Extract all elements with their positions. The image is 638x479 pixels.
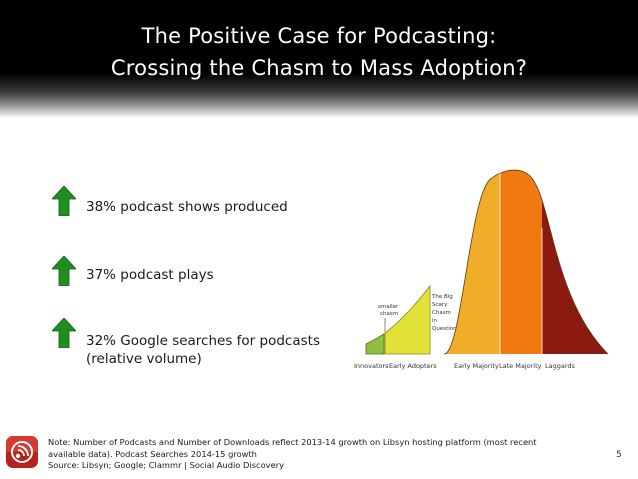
smaller-chasm-label: chasm <box>380 311 398 317</box>
big-chasm-label: Scary <box>432 302 448 308</box>
segment-label: Early Majority <box>454 362 499 370</box>
segment-label: Innovators <box>354 362 389 370</box>
rss-podcast-icon <box>6 436 38 468</box>
bullet-line: 32% Google searches for podcasts <box>86 333 320 349</box>
up-arrow-icon <box>52 186 76 216</box>
segment-laggards <box>542 170 608 355</box>
adoption-curve-chart: smaller chasm The Big Scary Chasm in Que… <box>354 169 609 370</box>
bullet-text: 38% podcast shows produced <box>86 198 288 216</box>
bullet-line: 38% podcast shows produced <box>86 199 288 215</box>
segment-late-majority <box>500 170 542 355</box>
title-band <box>0 0 638 118</box>
big-chasm-label: Question <box>432 326 457 332</box>
bullet-google-searches: 32% Google searches for podcasts (relati… <box>52 318 352 368</box>
bullet-text: 32% Google searches for podcasts (relati… <box>86 332 320 368</box>
bullet-line: 37% podcast plays <box>86 267 214 283</box>
big-chasm-label: in <box>432 318 438 324</box>
title-line-2: Crossing the Chasm to Mass Adoption? <box>110 56 528 80</box>
footer-source-line: Source: Libsyn; Google; Clammr | Social … <box>48 460 285 470</box>
page-number: 5 <box>616 450 622 460</box>
segment-label: Laggards <box>545 362 576 370</box>
up-arrow-icon <box>52 318 76 348</box>
footer-note-line: available data). Podcast Searches 2014-1… <box>48 448 257 459</box>
smaller-chasm-label: smaller <box>378 304 399 310</box>
bullet-line: (relative volume) <box>86 351 202 367</box>
segment-label: Early Adopters <box>389 362 437 370</box>
big-chasm-label: Chasm <box>432 310 451 316</box>
segment-label: Late Majority <box>499 362 542 370</box>
bullet-text: 37% podcast plays <box>86 266 214 284</box>
slide-title: The Positive Case for Podcasting: Crossi… <box>0 20 638 84</box>
footer-note: Note: Number of Podcasts and Number of D… <box>48 437 578 472</box>
up-arrow-icon <box>52 256 76 286</box>
segment-innovators <box>365 333 385 355</box>
bullet-shows-produced: 38% podcast shows produced <box>52 186 352 220</box>
footer-note-line: Note: Number of Podcasts and Number of D… <box>48 437 537 447</box>
title-line-1: The Positive Case for Podcasting: <box>141 24 497 48</box>
segment-early-adopters <box>384 284 431 355</box>
bullet-podcast-plays: 37% podcast plays <box>52 256 352 290</box>
big-chasm-label: The Big <box>431 294 453 300</box>
